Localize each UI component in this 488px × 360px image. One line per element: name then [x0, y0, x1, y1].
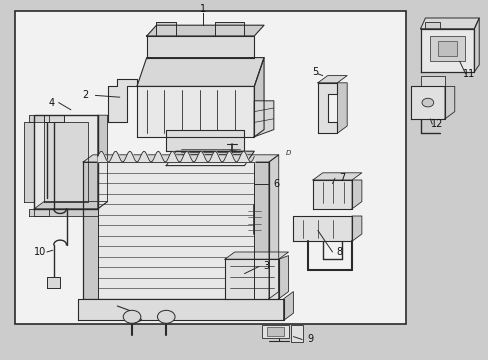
Polygon shape	[29, 209, 49, 216]
Polygon shape	[83, 155, 278, 162]
Polygon shape	[34, 209, 98, 216]
Polygon shape	[444, 86, 454, 119]
Polygon shape	[47, 277, 60, 288]
Text: D: D	[285, 150, 290, 156]
Circle shape	[421, 98, 433, 107]
Polygon shape	[278, 256, 288, 299]
Polygon shape	[283, 292, 293, 320]
Text: 4: 4	[48, 98, 54, 108]
Polygon shape	[146, 25, 264, 36]
Text: 12: 12	[429, 119, 442, 129]
Bar	[261, 325, 288, 338]
Polygon shape	[137, 58, 264, 86]
Bar	[15, 11, 405, 324]
Circle shape	[123, 310, 141, 323]
Text: 2: 2	[82, 90, 88, 100]
Polygon shape	[29, 115, 49, 122]
Polygon shape	[137, 86, 254, 137]
Text: 9: 9	[307, 334, 313, 345]
Polygon shape	[107, 79, 137, 122]
Text: 7: 7	[339, 173, 345, 183]
Text: 1: 1	[200, 4, 205, 14]
Polygon shape	[166, 151, 254, 166]
Bar	[266, 327, 283, 336]
Polygon shape	[34, 115, 98, 209]
Bar	[429, 36, 464, 61]
Polygon shape	[317, 83, 337, 133]
Polygon shape	[351, 216, 361, 241]
Polygon shape	[254, 58, 264, 137]
Polygon shape	[268, 155, 278, 299]
Polygon shape	[410, 86, 444, 119]
Text: 11: 11	[462, 69, 475, 79]
Polygon shape	[312, 180, 351, 209]
Polygon shape	[166, 130, 244, 151]
Text: 10: 10	[34, 247, 46, 257]
Polygon shape	[254, 101, 273, 137]
Polygon shape	[44, 122, 88, 202]
Text: 5: 5	[312, 67, 318, 77]
Polygon shape	[83, 162, 98, 299]
Polygon shape	[78, 299, 283, 320]
Polygon shape	[254, 162, 268, 299]
Polygon shape	[98, 115, 107, 209]
Polygon shape	[420, 76, 444, 86]
Polygon shape	[156, 22, 176, 36]
Polygon shape	[34, 202, 107, 209]
Polygon shape	[215, 22, 244, 36]
Polygon shape	[83, 162, 268, 299]
Polygon shape	[224, 259, 278, 299]
Polygon shape	[317, 76, 346, 83]
Polygon shape	[24, 122, 34, 202]
Polygon shape	[420, 29, 473, 72]
Polygon shape	[473, 18, 478, 72]
Polygon shape	[420, 18, 478, 29]
Text: 8: 8	[336, 247, 342, 257]
Polygon shape	[146, 36, 254, 58]
Polygon shape	[293, 216, 351, 241]
Circle shape	[157, 310, 175, 323]
Bar	[290, 325, 303, 342]
Polygon shape	[312, 173, 361, 180]
Bar	[437, 41, 456, 56]
Polygon shape	[337, 83, 346, 133]
Polygon shape	[224, 252, 288, 259]
Polygon shape	[351, 180, 361, 209]
Polygon shape	[425, 22, 439, 29]
Text: 6: 6	[273, 179, 279, 189]
Polygon shape	[44, 115, 63, 122]
Text: 3: 3	[263, 261, 269, 271]
